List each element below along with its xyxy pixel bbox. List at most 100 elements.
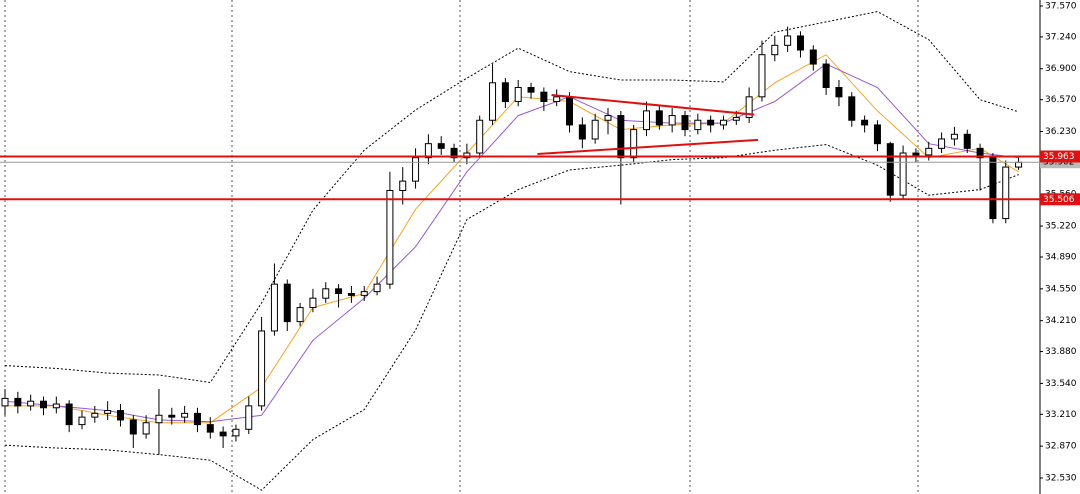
candle-body-up xyxy=(142,422,150,435)
trendline xyxy=(551,93,755,116)
candle-body-down xyxy=(14,397,22,407)
candle-body-up xyxy=(553,96,561,103)
trendline xyxy=(537,138,759,155)
y-tick-label: 36.230 xyxy=(1045,127,1077,137)
candle-body-up xyxy=(412,157,420,182)
candle-body-up xyxy=(309,297,317,309)
candle-body-up xyxy=(181,412,189,418)
y-tick-label: 34.890 xyxy=(1045,252,1077,262)
candle-body-down xyxy=(809,49,817,65)
candle-body-up xyxy=(258,330,266,407)
candle-body-down xyxy=(450,147,458,159)
level-label: 35.506 xyxy=(1043,195,1075,205)
y-tick-label: 32.530 xyxy=(1045,474,1077,484)
candle-body-down xyxy=(116,410,124,421)
candle-body-up xyxy=(27,400,35,407)
candle-body-down xyxy=(129,419,137,435)
candle-body-up xyxy=(732,116,740,121)
candle-body-down xyxy=(65,403,73,426)
candle-body-up xyxy=(245,405,253,430)
candle-body-up xyxy=(476,119,484,154)
candle-body-up xyxy=(386,189,394,285)
candle-body-down xyxy=(578,124,586,140)
candle-body-down xyxy=(437,143,445,149)
candle-body-up xyxy=(296,307,304,323)
candle-body-up xyxy=(630,129,638,159)
y-tick-label: 33.210 xyxy=(1045,410,1077,420)
candle-body-up xyxy=(643,110,650,131)
level-label: 35.963 xyxy=(1043,152,1075,162)
y-tick-label: 35.220 xyxy=(1045,222,1077,232)
candle-body-down xyxy=(681,115,689,131)
candle-body-down xyxy=(540,91,548,103)
candle-body-down xyxy=(848,96,856,121)
candle-body-up xyxy=(78,416,86,426)
axis-area: 37.57037.24036.90036.57036.23035.90035.5… xyxy=(1040,2,1080,484)
y-tick-label: 32.870 xyxy=(1045,442,1077,452)
candle-body-down xyxy=(527,86,535,93)
candle-body-up xyxy=(489,82,497,121)
indicator-line xyxy=(4,144,1019,491)
candle-body-down xyxy=(861,119,869,126)
y-tick-label: 34.210 xyxy=(1045,316,1077,326)
level-label-box xyxy=(1040,150,1080,163)
candle-body-down xyxy=(219,431,227,437)
candle-body-down xyxy=(796,35,804,51)
candle-body-down xyxy=(989,157,997,220)
candle-body-down xyxy=(707,119,715,126)
candle-body-down xyxy=(655,110,663,126)
candle-body-up xyxy=(514,86,522,103)
candle-body-up xyxy=(322,288,330,299)
indicator-line xyxy=(4,63,1019,423)
candle-body-down xyxy=(963,133,971,149)
candle-body-up xyxy=(373,283,381,293)
candle-body-up xyxy=(925,147,933,156)
indicator-line xyxy=(4,11,1019,384)
candle-body-up xyxy=(463,152,471,159)
candle-body-down xyxy=(617,115,625,159)
candle-body-down xyxy=(193,412,201,426)
candle-body-down xyxy=(566,96,574,126)
candle-body-down xyxy=(168,414,176,418)
candle-body-up xyxy=(1002,166,1010,220)
candle-body-down xyxy=(976,147,984,159)
candle-body-up xyxy=(424,143,432,159)
level-label-box xyxy=(1040,193,1080,206)
y-tick-label: 36.900 xyxy=(1045,64,1077,74)
plot-area xyxy=(0,11,1040,491)
candle-body-down xyxy=(335,288,343,295)
candle-body-up xyxy=(270,283,278,332)
candle-body-up xyxy=(745,96,753,118)
candle-body-down xyxy=(822,63,830,88)
candle-body-up xyxy=(899,152,907,196)
candle-body-up xyxy=(784,35,792,46)
candle-body-up xyxy=(155,414,163,424)
y-tick-label: 33.880 xyxy=(1045,347,1077,357)
candle-body-down xyxy=(912,152,920,156)
y-tick-label: 37.570 xyxy=(1045,2,1077,12)
candle-body-up xyxy=(1015,161,1023,168)
candle-body-up xyxy=(604,115,612,121)
y-tick-label: 34.550 xyxy=(1045,284,1077,294)
candle-body-up xyxy=(719,119,727,126)
candle-body-down xyxy=(501,82,509,103)
candle-body-down xyxy=(886,143,894,196)
y-tick-label: 36.570 xyxy=(1045,95,1077,105)
candle-body-up xyxy=(771,44,779,56)
candle-body-up xyxy=(591,119,599,140)
candle-body-up xyxy=(399,180,407,191)
candle-body-up xyxy=(360,291,368,296)
candle-body-up xyxy=(232,428,240,437)
candle-body-up xyxy=(938,138,946,149)
y-tick-label: 37.240 xyxy=(1045,32,1077,42)
candle-body-up xyxy=(950,133,958,140)
candle-body-down xyxy=(283,283,291,323)
candle-body-up xyxy=(104,410,112,414)
candle-body-up xyxy=(91,412,99,418)
candle-body-down xyxy=(206,424,214,433)
last-price-label: 35.902 xyxy=(1043,158,1075,168)
y-tick-label: 33.540 xyxy=(1045,379,1077,389)
candle-body-down xyxy=(39,400,47,409)
candle-body-up xyxy=(668,115,676,126)
